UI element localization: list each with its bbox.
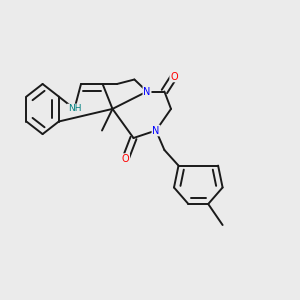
Text: N: N <box>143 86 151 97</box>
Text: O: O <box>170 71 178 82</box>
Text: NH: NH <box>68 104 81 113</box>
Text: O: O <box>122 154 129 164</box>
Text: N: N <box>152 125 160 136</box>
